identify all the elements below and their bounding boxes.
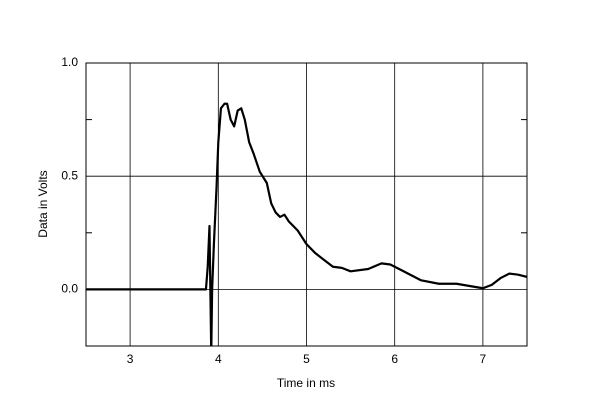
y-tick-label: 0.5: [61, 168, 78, 182]
y-axis-label: Data in Volts: [36, 170, 50, 237]
x-tick-label: 7: [480, 352, 487, 366]
data-line: [86, 102, 527, 346]
x-tick-label: 5: [303, 352, 310, 366]
x-tick-label: 6: [391, 352, 398, 366]
x-tick-label: 4: [215, 352, 222, 366]
plot-frame: [85, 62, 528, 347]
x-axis-label: Time in ms: [277, 376, 335, 390]
y-tick-label: 1.0: [61, 55, 78, 69]
x-tick-label: 3: [127, 352, 134, 366]
y-tick-label: 0.0: [61, 282, 78, 296]
